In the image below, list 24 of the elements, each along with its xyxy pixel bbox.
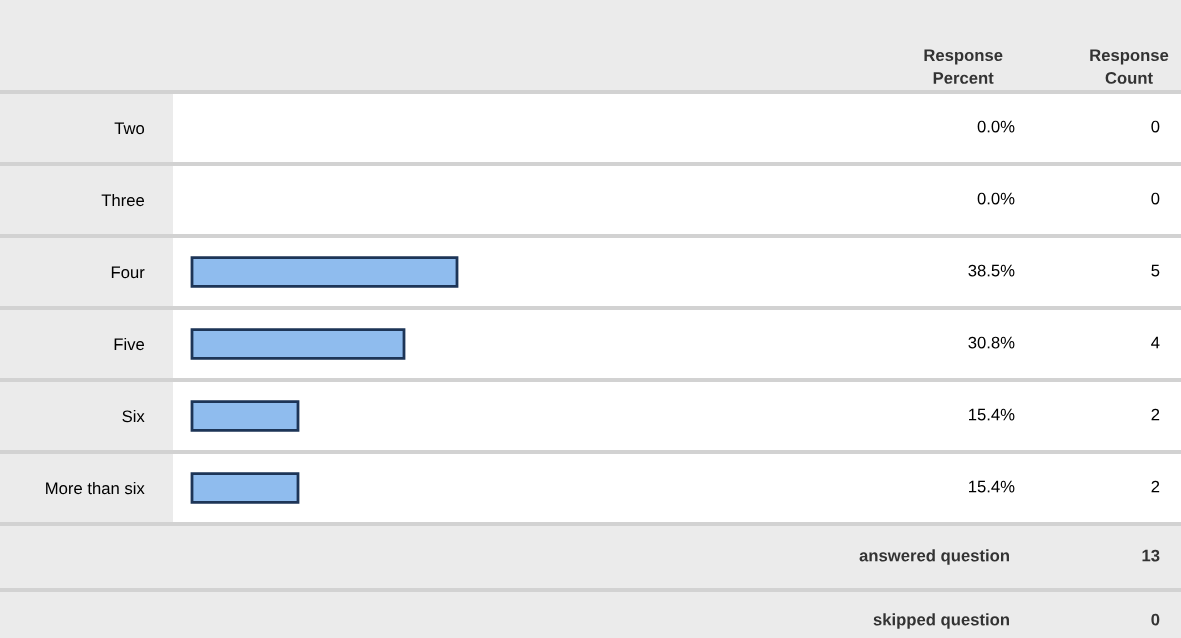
- text: Response Count: [1090, 49, 1169, 84]
- data-label: 30.8%: [968, 336, 1015, 349]
- data-label: 15.4%: [969, 480, 1015, 493]
- y-tick-label: Two: [114, 122, 145, 135]
- data-label: 0.0%: [977, 120, 1015, 133]
- y-tick-label: Three: [101, 193, 145, 207]
- text: Response Percent: [924, 49, 1003, 84]
- y-tick-label: More than six: [46, 481, 145, 495]
- data-label: 0.0%: [977, 192, 1015, 205]
- text: 2: [1151, 480, 1160, 493]
- text: 0: [1151, 192, 1160, 205]
- text: 0: [1151, 120, 1160, 133]
- text: 2: [1151, 408, 1160, 421]
- y-tick-label: Six: [122, 409, 145, 423]
- data-label: 15.4%: [969, 408, 1015, 421]
- text: 13: [1142, 549, 1160, 562]
- text: 0: [1151, 613, 1160, 626]
- text: answered question: [859, 549, 1009, 565]
- y-tick-label: Four: [111, 266, 145, 279]
- text: 5: [1151, 264, 1160, 277]
- data-label: 38.5%: [968, 264, 1015, 277]
- y-tick-label: Five: [114, 337, 145, 351]
- text: 4: [1151, 336, 1160, 349]
- text: skipped question: [873, 613, 1009, 629]
